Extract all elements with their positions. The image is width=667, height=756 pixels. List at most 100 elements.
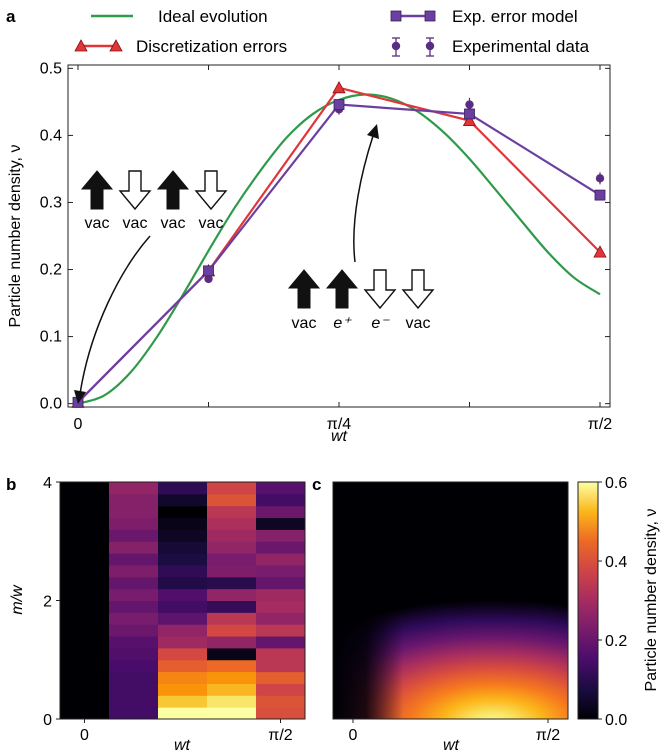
legend-error-model-marker-right xyxy=(424,10,436,22)
heatmap-cell xyxy=(109,612,159,625)
heatmap-cell xyxy=(109,588,159,601)
heatmap-cell xyxy=(60,636,110,649)
heatmap-cell xyxy=(256,659,306,673)
y-tick-label: 2 xyxy=(43,594,52,611)
panel-c-left-shade xyxy=(333,482,568,719)
state-label: vac xyxy=(406,315,431,332)
heatmap-cell xyxy=(256,588,306,601)
heatmap-cell xyxy=(60,482,110,495)
heatmap-cell xyxy=(60,576,110,590)
panel-c-x-label: wt xyxy=(443,737,460,754)
legend-discretization-marker-right xyxy=(109,39,123,52)
heatmap-cell xyxy=(60,612,110,625)
legend-experimental-marker-right xyxy=(425,37,435,57)
legend-discretization-marker-left xyxy=(74,39,88,52)
heatmap-cell xyxy=(256,647,306,661)
panel-label-a: a xyxy=(6,7,16,26)
heatmap-cell xyxy=(256,695,306,708)
heatmap-cell xyxy=(158,671,208,684)
heatmap-cell xyxy=(109,659,159,673)
heatmap-cell xyxy=(60,588,110,601)
experimental-data-point xyxy=(465,100,474,109)
panel-b-x-ticks: 0 π/2 xyxy=(80,719,293,744)
series-error-model-line xyxy=(77,103,601,404)
discretization-marker xyxy=(462,113,477,127)
heatmap-cell xyxy=(60,624,110,637)
colorbar-ticks: 0.0 0.2 0.4 0.6 xyxy=(598,475,627,729)
y-tick-label: 4 xyxy=(43,475,52,492)
state-label: e⁻ xyxy=(371,315,390,332)
error-model-marker xyxy=(464,108,475,120)
x-tick-label: 0 xyxy=(74,416,83,433)
x-tick-label: 0 xyxy=(349,727,358,744)
heatmap-cell xyxy=(109,647,159,661)
error-model-marker xyxy=(333,99,345,110)
annotation-arrow xyxy=(353,135,374,263)
heatmap-cell xyxy=(158,647,208,661)
heatmap-cell xyxy=(158,612,208,625)
heatmap-cell xyxy=(158,517,208,530)
legend-experimental-marker-left xyxy=(391,37,401,57)
heatmap-cell xyxy=(207,482,257,495)
arrow-up-filled-icon xyxy=(156,170,190,210)
heatmap-cell xyxy=(207,553,257,566)
heatmap-cell xyxy=(207,576,257,590)
state-label: e⁺ xyxy=(333,315,352,332)
heatmap-cell xyxy=(60,600,110,613)
error-model-marker xyxy=(203,265,214,277)
heatmap-cell xyxy=(109,576,159,590)
panel-b-x-label: wt xyxy=(174,737,191,754)
heatmap-cell xyxy=(256,505,306,519)
heatmap-cell xyxy=(256,636,306,649)
heatmap-cell xyxy=(60,564,110,578)
heatmap-cell xyxy=(207,624,257,637)
heatmap-cell xyxy=(60,541,110,554)
heatmap-cell xyxy=(256,671,306,684)
heatmap-cell xyxy=(256,576,306,590)
heatmap-cell xyxy=(158,529,208,542)
error-model-marker xyxy=(594,189,606,201)
heatmap-cell xyxy=(158,482,208,495)
state-annotation-pair: vac e⁺ e⁻ vac xyxy=(287,124,435,332)
x-tick-label: π/2 xyxy=(588,416,612,433)
colorbar-label: Particle number density, ν xyxy=(643,509,660,692)
heatmap-cell xyxy=(60,683,110,696)
y-tick-label: 0.1 xyxy=(40,329,62,346)
heatmap-cell xyxy=(109,553,159,566)
heatmap-cell xyxy=(109,600,159,613)
heatmap-cell xyxy=(158,553,208,566)
arrow-down-open-icon xyxy=(363,269,397,310)
experimental-data-point xyxy=(204,274,213,284)
x-tick-label: π/4 xyxy=(327,416,351,433)
discretization-marker xyxy=(593,245,607,258)
heatmap-cell xyxy=(256,624,306,637)
heatmap-cell xyxy=(60,493,110,507)
x-tick-label: π/2 xyxy=(268,727,292,744)
heatmap-cell xyxy=(60,647,110,661)
heatmap-cell xyxy=(109,624,159,637)
heatmap-cell xyxy=(60,553,110,566)
colorbar-tick-label: 0.6 xyxy=(605,475,627,492)
heatmap-cell xyxy=(256,482,306,495)
arrow-up-filled-icon xyxy=(325,269,359,309)
heatmap-cell xyxy=(207,588,257,601)
heatmap-cell xyxy=(158,493,208,507)
heatmap-cell xyxy=(109,482,159,495)
colorbar xyxy=(577,481,599,720)
series-discretization-line xyxy=(77,86,601,404)
heatmap-cell xyxy=(158,564,208,578)
heatmap-cell xyxy=(256,600,306,613)
heatmap-cell xyxy=(109,505,159,519)
heatmap-cell xyxy=(60,707,110,720)
heatmap-cell xyxy=(60,529,110,542)
state-annotation-vacuum: vac vac vac vac xyxy=(74,170,228,404)
panel-a-y-ticks: 0.0 0.1 0.2 0.3 0.4 0.5 xyxy=(40,60,610,413)
legend-error-model-marker-left xyxy=(390,10,402,22)
heatmap-cell xyxy=(256,612,306,625)
panel-c-frame xyxy=(332,481,569,720)
panel-label-c: c xyxy=(312,475,321,494)
heatmap-cell xyxy=(207,707,257,720)
heatmap-cell xyxy=(207,683,257,696)
heatmap-cell xyxy=(60,505,110,519)
